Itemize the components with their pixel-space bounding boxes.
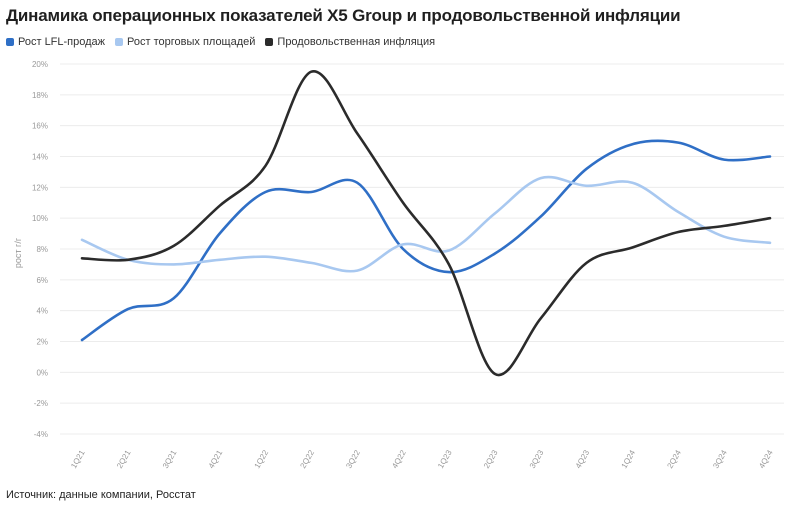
x-tick-label: 2Q21 (115, 448, 133, 470)
x-tick-label: 1Q21 (69, 448, 87, 470)
legend-swatch-area (115, 38, 124, 46)
y-tick-label: 2% (36, 338, 48, 347)
legend-item-lfl[interactable]: Рост LFL-продаж (6, 36, 105, 48)
legend-label-lfl: Рост LFL-продаж (18, 36, 106, 48)
y-tick-label: 10% (32, 214, 48, 223)
x-tick-label: 1Q22 (253, 448, 271, 470)
legend-item-area[interactable]: Рост торговых площадей (115, 36, 255, 48)
legend: Рост LFL-продаж Рост торговых площадей П… (6, 36, 435, 48)
x-tick-label: 4Q23 (574, 448, 592, 470)
x-tick-label: 1Q23 (436, 448, 454, 470)
legend-item-inflation[interactable]: Продовольственная инфляция (265, 36, 435, 48)
x-tick-label: 4Q21 (207, 448, 225, 470)
x-tick-label: 3Q24 (711, 448, 729, 470)
y-axis-label: рост г/г (13, 237, 23, 268)
y-tick-label: -4% (34, 430, 48, 439)
y-tick-label: 4% (36, 307, 48, 316)
legend-swatch-inflation (265, 38, 274, 46)
y-tick-label: -2% (34, 399, 48, 408)
series-line-lfl (80, 139, 772, 342)
x-tick-label: 3Q22 (344, 448, 362, 470)
y-tick-label: 0% (36, 368, 48, 377)
legend-label-area: Рост торговых площадей (127, 36, 256, 48)
y-tick-label: 16% (32, 122, 48, 131)
chart-title: Динамика операционных показателей X5 Gro… (6, 6, 681, 25)
source-note: Источник: данные компании, Росстат (6, 489, 196, 501)
x-tick-label: 2Q24 (665, 448, 683, 470)
series-line-area (80, 175, 772, 273)
x-tick-label: 4Q22 (390, 448, 408, 470)
x-tick-label: 4Q24 (757, 448, 775, 470)
series-line-inflation (80, 70, 772, 377)
legend-swatch-lfl (6, 38, 14, 46)
x-tick-label: 2Q22 (298, 448, 316, 470)
x-tick-label: 3Q23 (528, 448, 546, 470)
x-tick-label: 3Q21 (161, 448, 179, 470)
x-tick-label: 2Q23 (482, 448, 500, 470)
x-tick-label: 1Q24 (620, 448, 638, 470)
y-tick-label: 14% (32, 153, 48, 162)
y-tick-label: 12% (32, 183, 48, 192)
legend-label-inflation: Продовольственная инфляция (277, 36, 436, 48)
y-tick-label: 6% (36, 276, 48, 285)
y-tick-label: 20% (32, 60, 48, 69)
y-tick-label: 18% (32, 91, 48, 100)
y-tick-label: 8% (36, 245, 48, 254)
